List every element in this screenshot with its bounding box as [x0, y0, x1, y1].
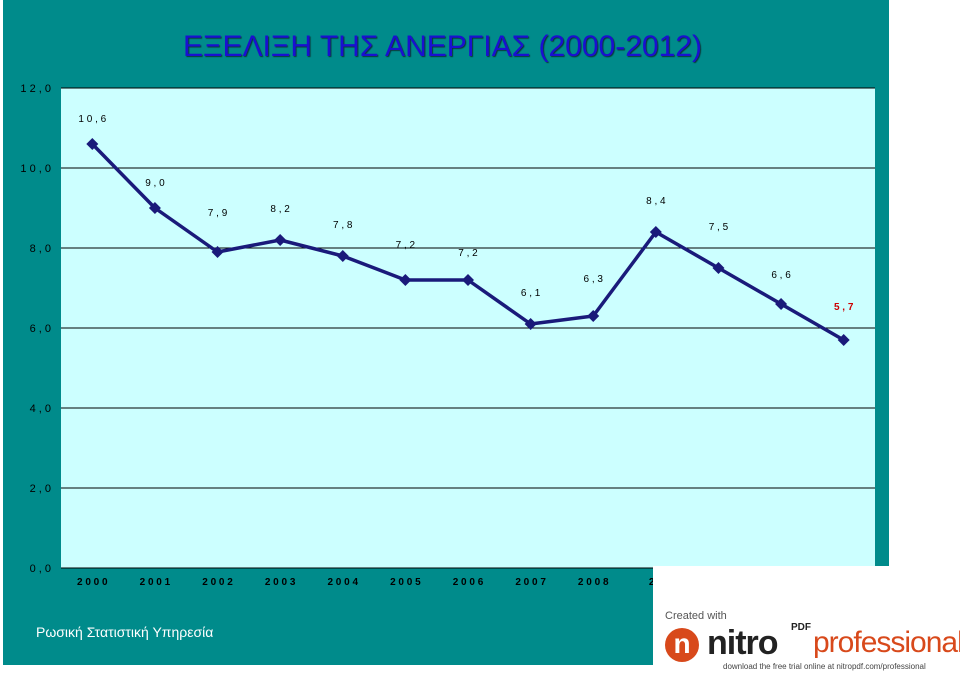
watermark-footer: download the free trial online at nitrop… — [723, 662, 926, 671]
data-label: 6 , 1 — [521, 288, 541, 299]
x-tick-label: 2 0 0 5 — [390, 577, 421, 588]
data-label: 6 , 6 — [771, 270, 791, 281]
x-tick-label: 2 0 0 1 — [140, 577, 171, 588]
watermark-created-with: Created with — [665, 610, 727, 622]
y-tick-label: 8 , 0 — [30, 243, 51, 255]
data-point — [336, 250, 349, 262]
data-label: 1 0 , 6 — [78, 114, 106, 125]
data-label: 7 , 5 — [709, 222, 729, 233]
x-tick-label: 2 0 0 2 — [202, 577, 233, 588]
data-label: 8 , 2 — [270, 204, 290, 215]
unemployment-line-chart: 0 , 0 2 , 0 4 , 0 6 , 0 8 , 0 1 0 , 0 1 2 , 0 2… — [20, 83, 875, 588]
slide-title: ΕΞΕΛΙΞΗ ΤΗΣ ΑΝΕΡΓΙΑΣ (2000-2012) — [183, 30, 702, 63]
x-tick-label: 2 0 0 7 — [515, 577, 546, 588]
x-tick-label: 2 0 0 0 — [77, 577, 108, 588]
watermark-brand: nitro — [707, 624, 779, 662]
y-tick-label: 0 , 0 — [30, 563, 51, 575]
y-tick-label: 4 , 0 — [30, 403, 51, 415]
data-point — [524, 318, 537, 330]
data-point — [399, 274, 412, 286]
y-tick-label: 1 2 , 0 — [20, 83, 51, 95]
data-point — [775, 298, 788, 310]
data-point — [712, 262, 725, 274]
nitro-pdf-watermark: Created with n nitro PDF professional do… — [653, 566, 960, 675]
data-point — [837, 334, 850, 346]
data-point — [649, 226, 662, 238]
data-label: 7 , 9 — [208, 208, 228, 219]
watermark-edition: professional — [813, 626, 960, 659]
y-tick-label: 6 , 0 — [30, 323, 51, 335]
x-tick-label: 2 0 0 8 — [578, 577, 609, 588]
data-label: 7 , 2 — [458, 248, 478, 259]
data-label: 9 , 0 — [145, 178, 165, 189]
watermark-pdf: PDF — [791, 622, 811, 633]
slide-background: ΕΞΕΛΙΞΗ ΤΗΣ ΑΝΕΡΓΙΑΣ (2000-2012) 0 , 0 2 … — [3, 0, 889, 665]
x-tick-label: 2 0 0 4 — [327, 577, 358, 588]
source-label: Ρωσική Στατιστική Υπηρεσία — [36, 624, 214, 640]
data-point — [86, 138, 99, 150]
y-tick-label: 1 0 , 0 — [20, 163, 51, 175]
data-point — [274, 234, 287, 246]
data-label: 5 , 7 — [834, 302, 854, 313]
data-point — [211, 246, 224, 258]
data-point — [148, 202, 161, 214]
data-point — [462, 274, 474, 286]
data-label: 8 , 4 — [646, 196, 666, 207]
x-tick-label: 2 0 0 6 — [453, 577, 484, 588]
data-point — [587, 310, 600, 322]
x-tick-label: 2 0 0 3 — [265, 577, 296, 588]
data-label: 7 , 2 — [396, 240, 416, 251]
y-tick-label: 2 , 0 — [30, 483, 51, 495]
data-label: 6 , 3 — [583, 274, 603, 285]
data-label: 7 , 8 — [333, 220, 353, 231]
nitro-logo-icon: n — [665, 628, 699, 662]
